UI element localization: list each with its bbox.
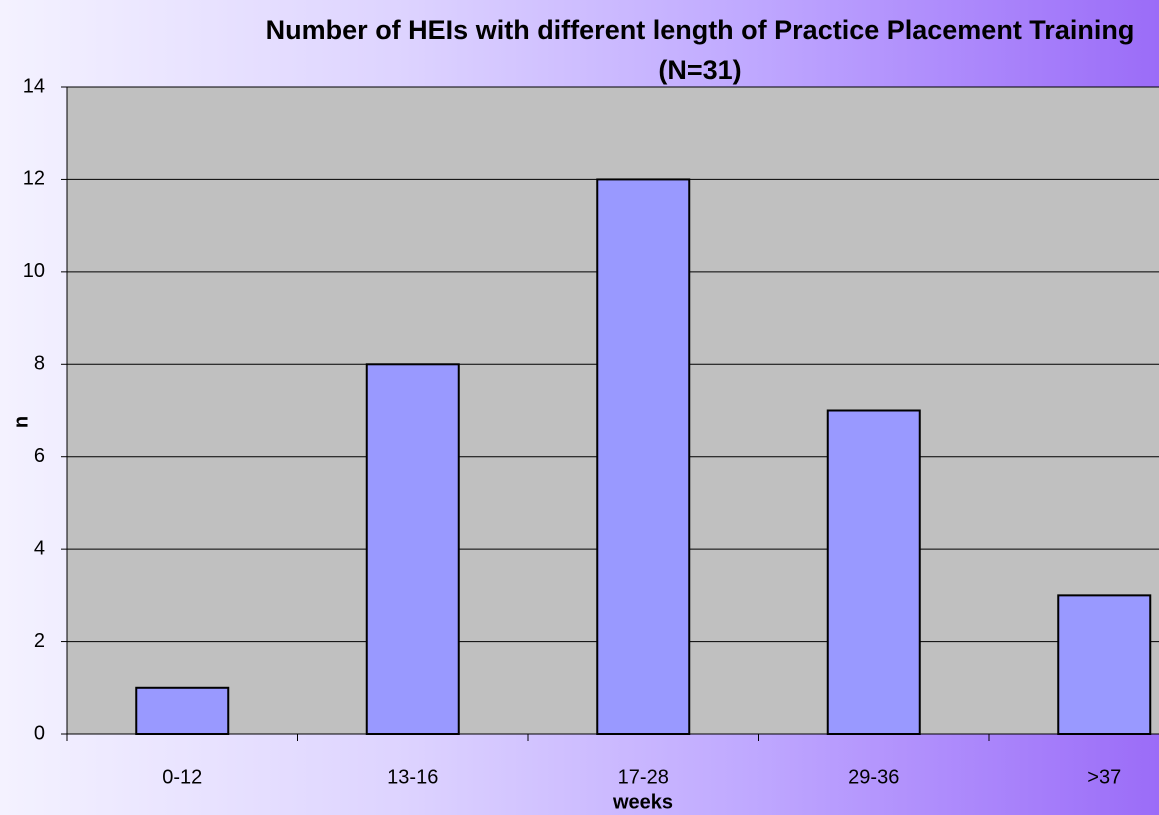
y-tick-label: 4 [34, 537, 45, 559]
y-tick-label: 10 [23, 260, 45, 282]
x-tick-label: 29-36 [848, 766, 899, 788]
y-tick-label: 12 [23, 168, 45, 190]
x-axis-label: weeks [612, 791, 673, 813]
bar [135, 686, 230, 735]
y-tick-label: 0 [34, 722, 45, 744]
bar [365, 363, 460, 735]
bar [596, 178, 691, 735]
chart-title: Number of HEIs with different length of … [265, 15, 1135, 85]
bar [1057, 594, 1152, 735]
bar [826, 409, 921, 735]
x-tick-label: 13-16 [387, 766, 438, 788]
x-tick-label: 0-12 [162, 766, 202, 788]
y-tick-label: 2 [34, 630, 45, 652]
x-tick-label: 17-28 [618, 766, 669, 788]
y-axis-label: n [10, 416, 32, 428]
y-tick-label: 6 [34, 445, 45, 467]
y-tick-label: 14 [23, 75, 45, 97]
x-tick-label: >37 [1087, 766, 1121, 788]
y-tick-label: 8 [34, 353, 45, 375]
